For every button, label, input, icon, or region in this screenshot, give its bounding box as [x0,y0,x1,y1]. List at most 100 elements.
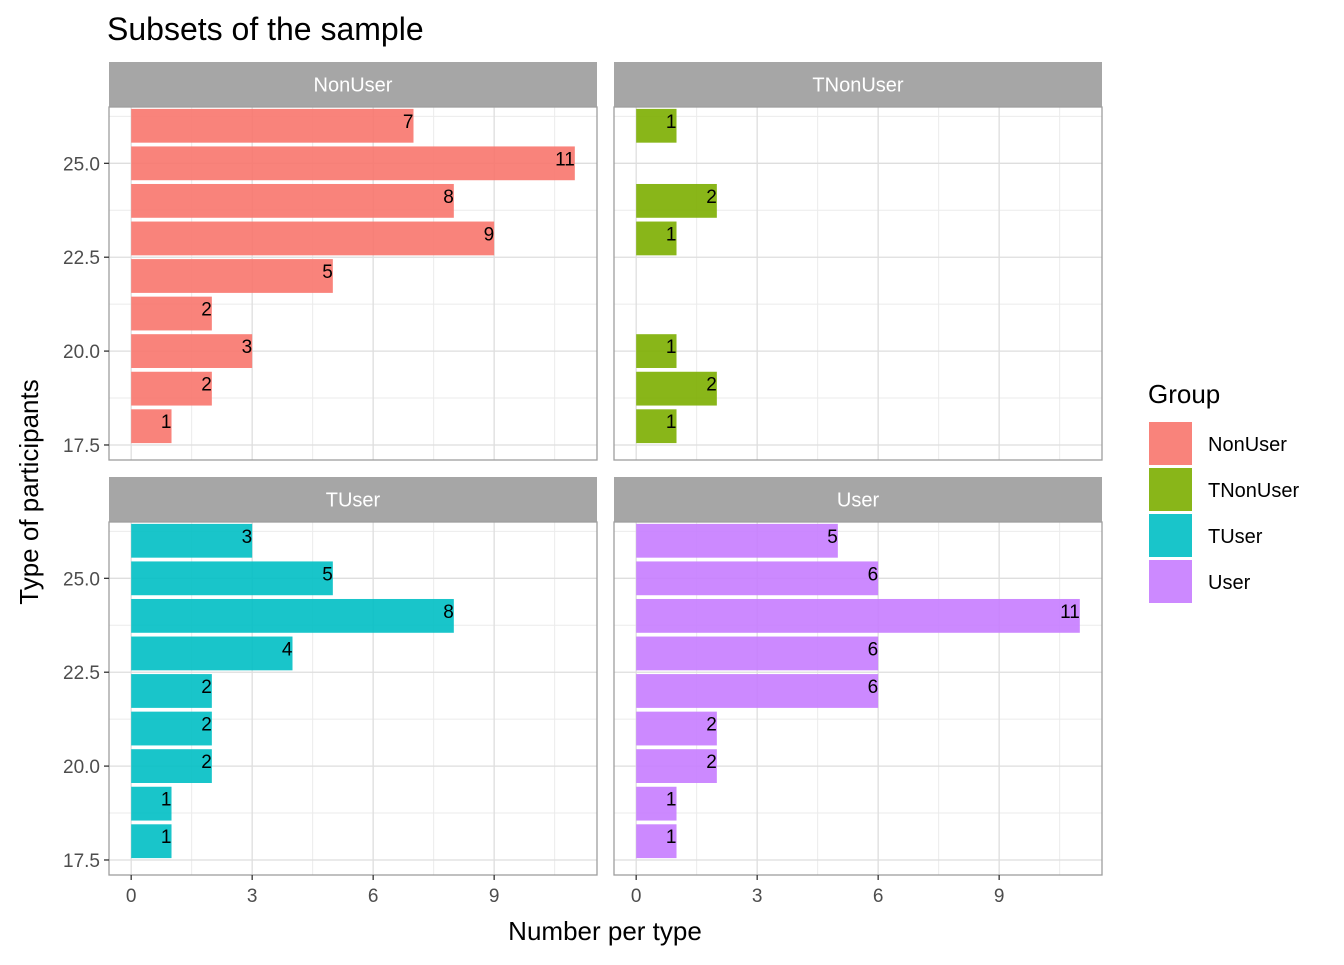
bar-label: 2 [706,187,717,208]
bar-label: 2 [201,300,212,321]
bar [131,296,212,331]
y-tick-label: 20.0 [63,342,100,363]
y-tick-label: 25.0 [63,154,100,175]
bar [131,824,172,859]
legend-entry: NonUser [1149,422,1287,465]
panel-border [108,521,598,876]
facet-strip [614,62,1102,107]
legend-label: TNonUser [1208,480,1299,502]
panels: NonUser123259811717.520.022.525.0TNonUse… [63,62,1103,907]
bar [131,523,253,558]
bar [636,183,717,218]
bar-label: 8 [443,602,454,623]
bar [636,711,717,746]
y-tick-label: 25.0 [63,569,100,590]
legend-label: User [1208,572,1251,594]
panel-border [613,521,1103,876]
bar-label: 11 [555,149,575,170]
x-tick-label: 3 [247,886,258,907]
bar-label: 2 [706,375,717,396]
bar [636,749,717,783]
y-tick-label: 22.5 [63,248,100,269]
bar-label: 3 [242,527,253,548]
legend-entry: TUser [1149,514,1263,557]
bar-label: 1 [666,790,677,811]
facet-strip-label: TUser [326,490,381,512]
bar [636,636,879,671]
y-axis-label: Type of participants [14,379,44,604]
x-tick-label: 9 [489,886,500,907]
bar [131,786,172,821]
x-axis-label: Number per type [508,916,702,946]
bar-label: 3 [242,337,253,358]
bar [131,674,212,708]
bar-label: 6 [868,677,879,698]
facet-strip [109,477,597,522]
bar [131,561,333,596]
bar [131,371,212,406]
bar [636,409,677,444]
bar [131,749,212,783]
bar [636,786,677,821]
bar-label: 1 [161,412,172,433]
bar-label: 1 [666,827,677,848]
legend-label: TUser [1208,526,1263,548]
legend-label: NonUser [1208,434,1287,456]
bar [636,598,1080,633]
legend-swatch [1149,468,1192,511]
panel-border [108,106,598,461]
x-tick-label: 3 [752,886,763,907]
legend-swatch [1149,422,1192,465]
legend-entry: TNonUser [1149,468,1299,511]
bar-label: 2 [201,677,212,698]
bar-label: 6 [868,639,879,660]
legend-title: Group [1148,379,1220,409]
bar-label: 1 [666,337,677,358]
bar [636,523,838,558]
facet-strip-label: TNonUser [812,75,903,97]
bar-label: 1 [161,790,172,811]
bar [131,409,172,444]
bar [636,334,677,368]
bar-label: 1 [161,827,172,848]
y-tick-label: 20.0 [63,757,100,778]
legend-swatch [1149,560,1192,603]
bar [636,561,879,596]
facet-strip-label: User [837,490,880,512]
panel-border [613,106,1103,461]
x-tick-label: 0 [126,886,137,907]
bar-label: 8 [443,187,454,208]
bar-label: 11 [1060,602,1080,623]
bar-label: 4 [282,639,293,660]
x-tick-label: 9 [994,886,1005,907]
bar [131,221,495,256]
legend: Group NonUser TNonUser TUser User [1148,379,1299,603]
facet-strip-label: NonUser [314,75,393,97]
bar [131,711,212,746]
bar [131,259,333,293]
bar [131,183,454,218]
y-tick-label: 17.5 [63,436,100,457]
bar [131,334,253,368]
bar [131,598,454,633]
panel-nonuser: NonUser 1 2 3 2 5 9 8 11 7 17.5 20.0 22.5 25.0 [63,62,598,461]
bar [131,636,293,671]
bar [636,108,677,143]
legend-entry: User [1149,560,1251,603]
bar [636,221,677,256]
legend-swatch [1149,514,1192,557]
bar [131,108,414,143]
bar-label: 2 [201,375,212,396]
bar-label: 2 [201,752,212,773]
bar-label: 1 [666,112,677,133]
bar-label: 2 [201,715,212,736]
facet-strip [614,477,1102,522]
bar-label: 1 [666,412,677,433]
facet-strip [109,62,597,107]
bar [636,674,879,708]
bar-label: 7 [403,112,414,133]
bar-label: 6 [868,564,879,585]
